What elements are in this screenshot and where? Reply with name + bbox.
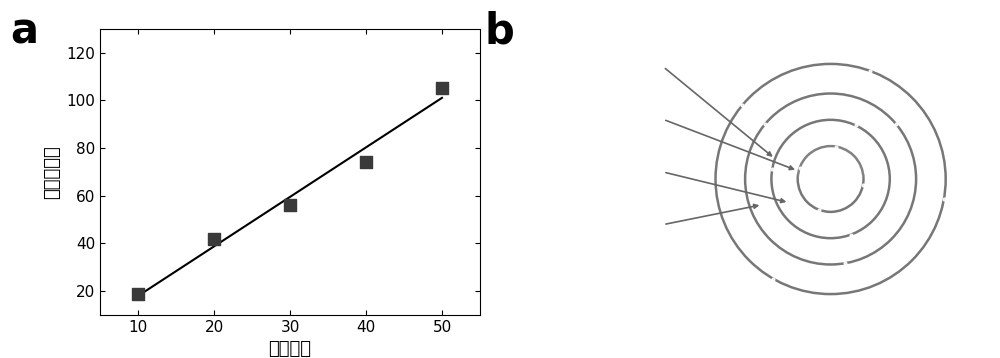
Point [434, 86, 450, 91]
Point [206, 236, 222, 242]
Text: a: a [10, 11, 38, 53]
Text: 400: 400 [567, 55, 620, 79]
Point [282, 202, 298, 208]
X-axis label: 循环次数: 循环次数 [268, 340, 312, 358]
Circle shape [798, 138, 863, 204]
Point [358, 159, 374, 165]
Text: 004: 004 [567, 107, 620, 131]
Text: b: b [485, 11, 515, 53]
Circle shape [816, 156, 845, 185]
Point [130, 291, 146, 296]
Circle shape [822, 162, 840, 180]
Text: [001]: [001] [679, 304, 746, 324]
Circle shape [826, 166, 836, 176]
Circle shape [808, 148, 854, 194]
Y-axis label: 厚度／纳米: 厚度／纳米 [43, 145, 61, 199]
Text: 440: 440 [567, 160, 620, 184]
Text: 800: 800 [567, 213, 620, 237]
